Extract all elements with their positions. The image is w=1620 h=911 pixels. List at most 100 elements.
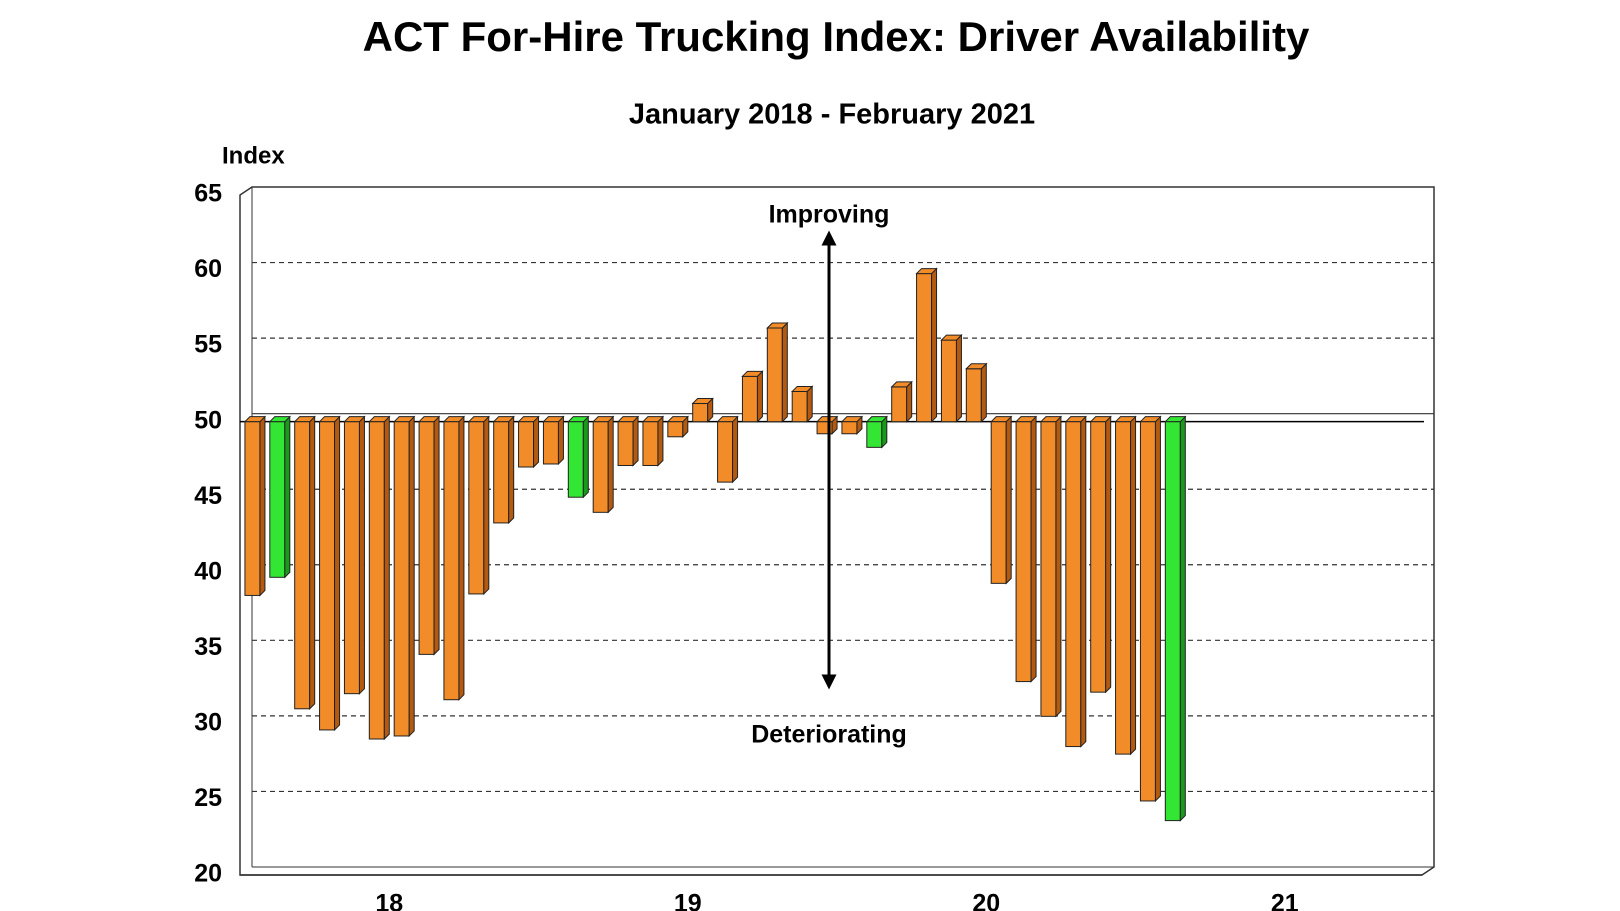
bar-side [607,415,614,514]
bar-side [657,415,664,467]
bar [591,415,615,514]
bar-front [343,421,360,695]
bar-front [741,375,758,423]
bar-front [667,421,684,438]
bar [815,415,839,435]
bar [467,415,491,596]
bar [1164,415,1187,822]
bar [417,415,441,656]
bar-front [1139,421,1156,802]
bar-front [393,421,410,737]
bar-top [741,370,764,377]
y-tick-label: 30 [194,708,222,736]
chart-subtitle: January 2018 - February 2021 [629,99,1035,131]
bar [890,380,913,423]
bar-front [592,421,609,513]
bar-top [343,416,366,423]
y-axis-label: Index [222,142,285,169]
bar-side [1055,415,1062,718]
bar-top [865,416,889,423]
bar [442,415,466,701]
bar-front [269,421,286,578]
bar-side [533,415,540,469]
bar-front [717,421,734,483]
bar [865,415,889,449]
bar-front [567,421,584,498]
y-tick-label: 25 [194,784,222,812]
bar-top [268,416,292,423]
bar-side [1130,415,1137,756]
bar-top [1139,416,1162,423]
bar [1139,415,1162,803]
bar [268,415,292,579]
bar-side [632,415,639,467]
bar-top [1014,416,1038,423]
bar-side [582,415,589,499]
bar-front [990,421,1007,584]
bar-top [666,416,690,423]
bar [641,415,665,467]
x-tick-label: 18 [375,890,403,911]
bar [1014,415,1038,683]
bar-top [940,334,963,341]
bar-top [691,398,714,405]
bar [790,385,814,423]
bar-front [1065,421,1082,748]
bar-top [1164,416,1187,423]
bar [1114,415,1137,756]
x-tick-label: 21 [1271,890,1299,911]
bar-side [1154,415,1161,803]
bar [940,333,963,423]
bar-top [766,322,789,329]
x-tick-label: 19 [674,890,702,911]
bar-front [866,421,883,448]
bar [965,362,988,423]
bar-side [955,333,962,423]
bar-top [591,416,615,423]
bar-top [417,416,441,423]
bar-front [791,390,808,423]
bar-side [433,415,440,656]
chart-title: ACT For-Hire Trucking Index: Driver Avai… [363,13,1310,60]
bar-top [318,416,341,423]
bar-top [467,416,491,423]
bar-side [756,370,763,423]
bar [915,267,938,423]
y-tick-label: 40 [194,557,222,585]
bar-side [334,415,341,732]
bar [1039,415,1063,718]
bar [840,415,864,435]
bar-top [293,416,316,423]
x-tick-label: 20 [972,890,1000,911]
bar-front [518,421,535,468]
bar-side [980,362,987,423]
bar-top [392,416,416,423]
bar-side [383,415,390,741]
bar [616,415,640,467]
bar-front [1090,421,1107,693]
bar [741,370,764,423]
bar [1064,415,1088,748]
bar-front [468,421,485,595]
bar [542,415,565,466]
bar-top [989,416,1013,423]
bar-front [319,421,336,731]
bar-top [790,385,814,392]
bar-front [542,421,559,465]
bar-side [458,415,465,701]
bar-top [890,381,913,388]
bar-front [965,368,982,423]
bar-top [1114,416,1137,423]
bar-top [840,416,864,423]
bar-top [517,416,540,423]
bar-top [492,416,515,423]
bar [318,415,341,732]
bar-side [508,415,515,525]
bar-front [294,421,311,710]
bar-top [567,416,590,423]
bar-side [358,415,365,695]
bar-front [418,421,435,655]
bar-front [1164,421,1181,822]
bar-side [1005,415,1012,585]
bar [989,415,1013,585]
